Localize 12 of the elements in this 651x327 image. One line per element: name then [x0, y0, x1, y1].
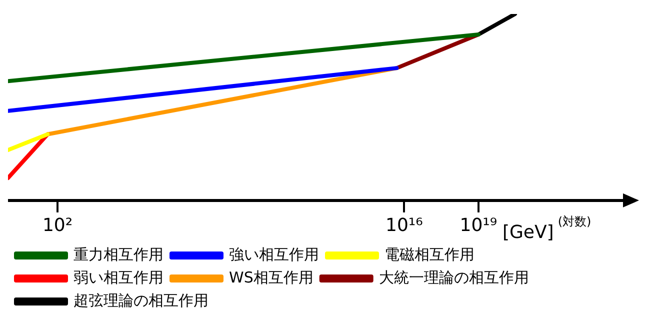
x-tick-label: 10¹⁹ — [460, 214, 498, 236]
legend-label: 超弦理論の相互作用 — [74, 291, 208, 310]
text: (対数) — [558, 214, 592, 229]
legend-label: 重力相互作用 — [74, 245, 164, 264]
x-tick-label: 10² — [42, 214, 73, 236]
legend-label: 強い相互作用 — [229, 245, 319, 264]
x-tick-label: 10¹⁶ — [385, 214, 423, 236]
legend-label: 弱い相互作用 — [74, 268, 164, 286]
legend-label: WS相互作用 — [229, 268, 314, 286]
legend-label: 電磁相互作用 — [384, 245, 474, 264]
x-axis-title: [GeV] — [502, 222, 554, 244]
legend-label: 大統一理論の相互作用 — [378, 268, 529, 286]
